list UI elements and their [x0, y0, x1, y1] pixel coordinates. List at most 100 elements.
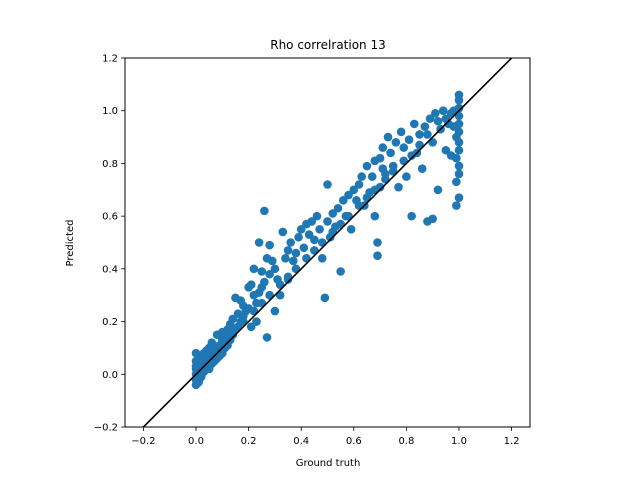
data-point: [317, 254, 327, 263]
data-point: [291, 248, 301, 258]
data-point: [254, 238, 264, 247]
x-tick-label: 1.2: [504, 436, 520, 447]
data-point: [278, 227, 288, 237]
data-point: [296, 225, 306, 234]
data-point: [431, 109, 440, 118]
data-point: [289, 256, 298, 266]
data-point: [438, 106, 448, 116]
data-point: [454, 161, 464, 171]
data-point: [454, 145, 464, 155]
y-tick-label: 1.2: [102, 54, 118, 65]
data-point: [294, 232, 303, 242]
data-point: [425, 114, 435, 123]
data-point: [367, 172, 377, 181]
x-axis-label: Ground truth: [296, 458, 361, 469]
data-point: [307, 217, 317, 226]
x-tick-label: 0.4: [293, 436, 309, 447]
y-axis-label: Predicted: [65, 220, 76, 267]
data-point: [415, 130, 424, 139]
data-point: [402, 172, 411, 181]
y-tick-label: −0.2: [94, 423, 118, 434]
x-tick-label: 0.0: [188, 436, 204, 447]
data-point: [265, 240, 274, 250]
y-tick-label: 0.0: [102, 370, 118, 381]
x-tick-label: 1.0: [451, 436, 467, 447]
data-point: [362, 161, 372, 171]
data-point: [333, 203, 343, 213]
x-tick-label: −0.2: [131, 436, 155, 447]
data-point: [417, 164, 427, 173]
data-point: [312, 211, 322, 221]
data-point: [304, 230, 314, 239]
y-tick-label: 0.6: [102, 212, 118, 223]
data-point: [349, 185, 359, 195]
data-point: [320, 293, 330, 303]
plot-frame: [124, 57, 531, 428]
y-tick-label: 0.4: [102, 264, 118, 275]
data-point: [452, 132, 461, 142]
data-point: [315, 225, 324, 234]
data-point: [391, 138, 401, 147]
data-point: [433, 185, 443, 195]
data-point: [433, 116, 443, 126]
data-point: [310, 235, 319, 245]
data-point: [357, 172, 366, 181]
data-point: [249, 264, 259, 274]
data-point: [260, 277, 269, 287]
data-point: [265, 269, 274, 279]
data-point: [281, 254, 290, 263]
y-axis-ticks: −0.2 0.0 0.2 0.4 0.6 0.8 1.0 1.2: [94, 54, 125, 434]
data-point: [454, 103, 464, 113]
data-point: [323, 180, 332, 189]
data-point: [299, 243, 309, 253]
data-point: [354, 180, 364, 189]
x-axis-ticks: −0.2 0.0 0.2 0.4 0.6 0.8 1.0 1.2: [131, 427, 520, 447]
reference-line: [142, 58, 513, 427]
x-tick-label: 0.8: [398, 436, 414, 447]
y-tick-label: 1.0: [102, 106, 118, 117]
data-point: [428, 214, 437, 224]
data-point: [283, 246, 293, 255]
data-point: [373, 251, 382, 260]
x-tick-label: 0.6: [346, 436, 362, 447]
data-point: [252, 317, 261, 326]
data-point: [383, 132, 393, 142]
data-point: [420, 122, 430, 131]
data-point: [328, 209, 338, 218]
x-tick-label: 0.2: [241, 436, 257, 447]
data-point: [338, 196, 348, 205]
data-point: [246, 322, 256, 332]
data-point: [407, 211, 416, 221]
data-point: [267, 256, 277, 266]
data-point: [228, 314, 238, 324]
data-point: [452, 153, 461, 163]
scatter-points: [191, 90, 464, 390]
data-point: [286, 238, 295, 247]
data-point: [394, 182, 403, 192]
data-point: [375, 153, 385, 163]
data-point: [260, 206, 269, 216]
data-point: [452, 177, 461, 187]
data-point: [246, 280, 256, 289]
data-point: [404, 135, 414, 145]
data-point: [441, 145, 451, 155]
data-point: [396, 127, 406, 137]
data-point: [452, 201, 461, 210]
data-point: [454, 169, 464, 179]
data-point: [370, 211, 380, 221]
data-point: [323, 217, 332, 226]
data-point: [449, 122, 459, 131]
data-point: [378, 143, 388, 152]
data-point: [454, 90, 464, 100]
y-tick-label: 0.8: [102, 159, 118, 170]
data-point: [373, 238, 382, 247]
data-point: [407, 151, 416, 160]
data-point: [344, 190, 353, 200]
data-point: [270, 264, 280, 274]
data-point: [262, 333, 272, 342]
data-point: [346, 225, 356, 234]
data-point: [423, 130, 432, 139]
data-point: [270, 306, 280, 316]
data-point: [386, 148, 395, 158]
